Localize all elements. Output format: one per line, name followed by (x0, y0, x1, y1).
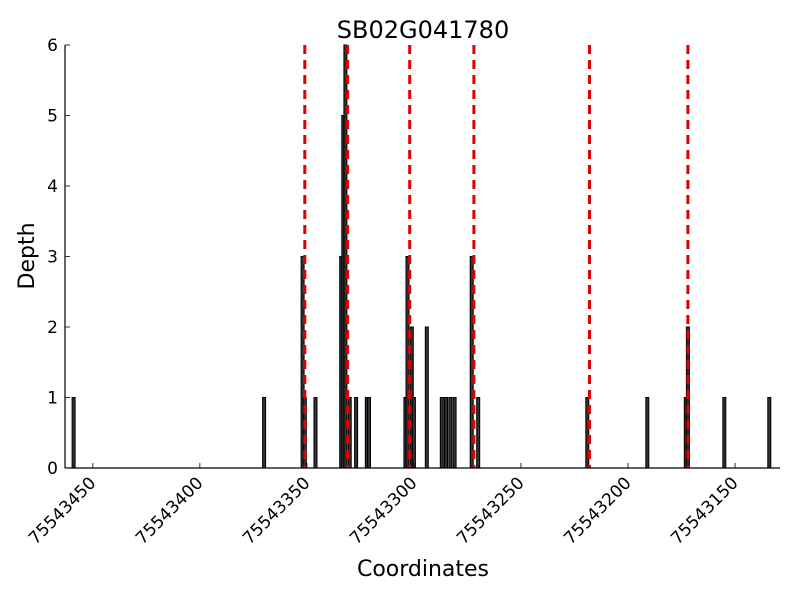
y-tick-label-5: 5 (47, 107, 58, 127)
markers-group (303, 45, 690, 468)
y-tick-label-4: 4 (47, 177, 58, 197)
y-axis-label: Depth (15, 222, 40, 289)
chart-title: SB02G041780 (337, 16, 509, 44)
bar-16 (424, 326, 429, 469)
bar-17 (439, 397, 444, 469)
bar-9 (354, 397, 359, 469)
bar-22 (476, 397, 481, 469)
bar-0 (71, 397, 76, 469)
x-tick-label-6: 75543150 (667, 473, 742, 548)
y-ticks-group: 0 1 2 3 4 5 6 (47, 36, 70, 479)
x-tick-label-2: 75543350 (239, 473, 314, 548)
bar-15 (411, 397, 416, 469)
x-tick-label-0: 75543450 (25, 473, 100, 548)
y-tick-label-6: 6 (47, 36, 58, 56)
bar-1 (262, 397, 267, 469)
y-tick-label-0: 0 (47, 459, 58, 479)
bar-19 (448, 397, 453, 469)
x-axis-label: Coordinates (357, 557, 489, 582)
bar-18 (444, 397, 448, 469)
bar-20 (452, 397, 457, 469)
x-ticks-group: 75543450 75543400 75543350 75543300 75543250… (25, 463, 743, 549)
axes-group (64, 45, 780, 469)
y-tick-label-3: 3 (47, 248, 58, 268)
x-tick-label-1: 75543400 (132, 473, 207, 548)
y-tick-label-2: 2 (47, 318, 58, 338)
bar-24 (645, 397, 650, 469)
x-tick-label-5: 75543200 (560, 473, 635, 548)
bar-4 (313, 397, 318, 469)
bar-27 (722, 397, 727, 469)
x-tick-label-4: 75543250 (453, 473, 528, 548)
bars-group (71, 44, 772, 469)
x-tick-label-3: 75543300 (346, 473, 421, 548)
bar-11 (367, 397, 371, 469)
y-tick-label-1: 1 (47, 389, 58, 409)
bar-28 (767, 397, 772, 469)
